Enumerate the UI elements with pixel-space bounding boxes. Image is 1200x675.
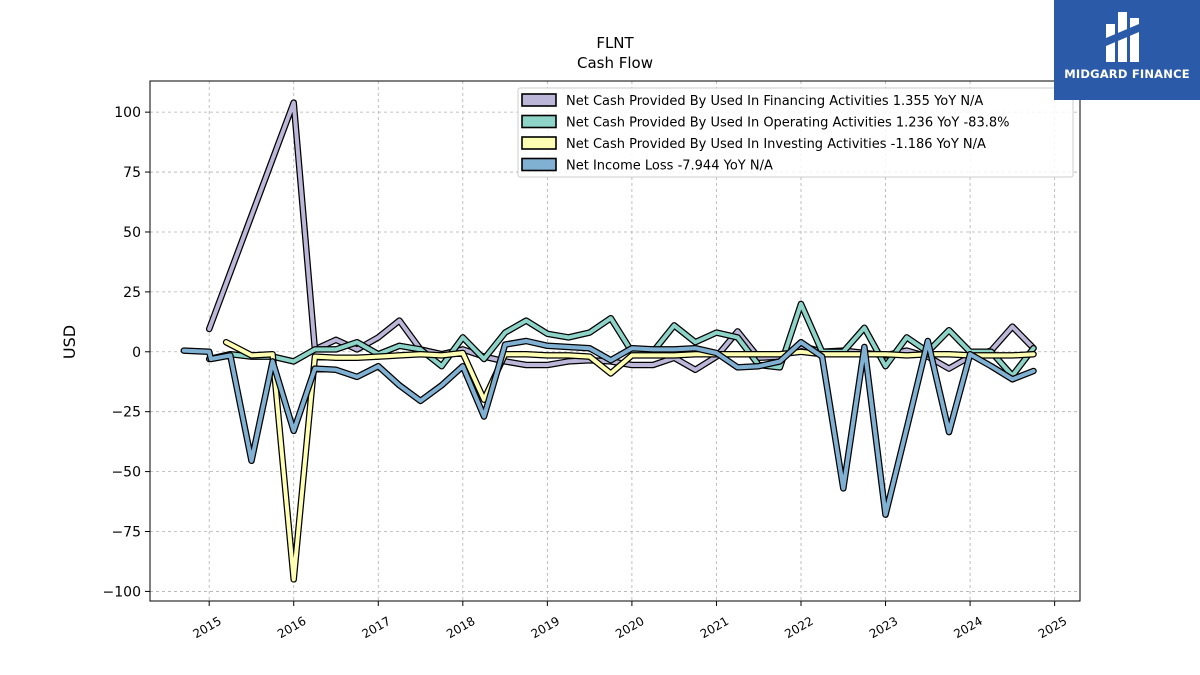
legend-label: Net Income Loss -7.944 YoY N/A	[566, 159, 773, 174]
x-tick-label: 2021	[698, 614, 731, 641]
y-tick-label: 100	[114, 105, 141, 121]
legend-swatch	[521, 136, 557, 150]
x-tick-label: 2023	[867, 614, 900, 641]
x-tick-label: 2015	[190, 614, 223, 641]
y-tick-label: 0	[132, 345, 141, 361]
legend-label: Net Cash Provided By Used In Investing A…	[566, 137, 986, 152]
y-tick-label: −75	[111, 525, 141, 541]
chart-title: FLNT	[596, 34, 634, 52]
logo-text: MIDGARD FINANCE	[1064, 67, 1190, 81]
legend-label: Net Cash Provided By Used In Financing A…	[566, 94, 983, 109]
plot-frame	[149, 80, 1081, 602]
legend-swatch	[521, 157, 557, 172]
x-tick-label: 2025	[1036, 614, 1069, 641]
x-tick-label: 2016	[275, 614, 308, 641]
y-tick-label: 75	[123, 165, 141, 181]
y-tick-label: −25	[111, 405, 141, 421]
y-tick-label: −50	[111, 465, 141, 481]
series-line	[181, 339, 1036, 517]
y-tick-label: 50	[123, 225, 141, 241]
legend: Net Cash Provided By Used In Financing A…	[517, 87, 1074, 178]
series-line-outline	[222, 338, 1037, 583]
y-axis-ticks: 100 75 50 25 0 −25 −50 −75 −100	[103, 105, 150, 600]
x-tick-label: 2017	[360, 614, 393, 641]
chart-subtitle: Cash Flow	[577, 54, 653, 72]
x-tick-label: 2018	[444, 614, 477, 641]
legend-frame	[517, 87, 1074, 178]
logo-mark-icon	[1106, 12, 1139, 62]
legend-swatch	[521, 93, 557, 107]
y-axis-label: USD	[60, 325, 79, 359]
y-tick-label: −100	[103, 584, 141, 600]
logo: MIDGARD FINANCE	[1054, 0, 1200, 100]
y-tick-label: 25	[123, 285, 141, 301]
series-line	[207, 100, 1036, 372]
legend-label: Net Cash Provided By Used In Operating A…	[566, 116, 1009, 131]
legend-swatch	[521, 114, 557, 129]
x-tick-label: 2022	[782, 614, 815, 641]
series-lines	[180, 99, 1037, 583]
x-tick-label: 2024	[951, 614, 984, 641]
x-axis-ticks: 2015 2016 2017 2018 2019 2020 2021 2022 2023 2024…	[190, 601, 1069, 641]
x-tick-label: 2020	[613, 614, 646, 641]
x-tick-label: 2019	[529, 614, 562, 641]
series-line	[224, 340, 1036, 582]
